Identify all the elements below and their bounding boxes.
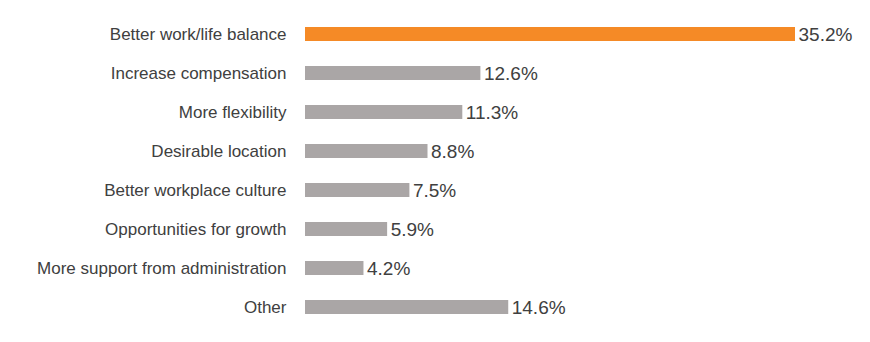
- svg-text:Desirable location: Desirable location: [151, 142, 286, 161]
- svg-text:5.9%: 5.9%: [391, 219, 434, 240]
- svg-text:Opportunities for growth: Opportunities for growth: [105, 220, 286, 239]
- svg-text:11.3%: 11.3%: [466, 102, 519, 123]
- svg-text:More flexibility: More flexibility: [179, 103, 287, 122]
- svg-text:7.5%: 7.5%: [413, 180, 456, 201]
- svg-text:4.2%: 4.2%: [367, 258, 410, 279]
- svg-text:Better workplace culture: Better workplace culture: [104, 181, 286, 200]
- svg-text:Better work/life balance: Better work/life balance: [110, 25, 287, 44]
- svg-text:14.6%: 14.6%: [512, 297, 566, 318]
- svg-text:12.6%: 12.6%: [484, 63, 538, 84]
- svg-text:Other: Other: [244, 298, 287, 317]
- svg-text:35.2%: 35.2%: [799, 24, 853, 45]
- svg-text:More support from administrati: More support from administration: [37, 259, 286, 278]
- svg-text:8.8%: 8.8%: [431, 141, 474, 162]
- svg-text:Increase compensation: Increase compensation: [111, 64, 287, 83]
